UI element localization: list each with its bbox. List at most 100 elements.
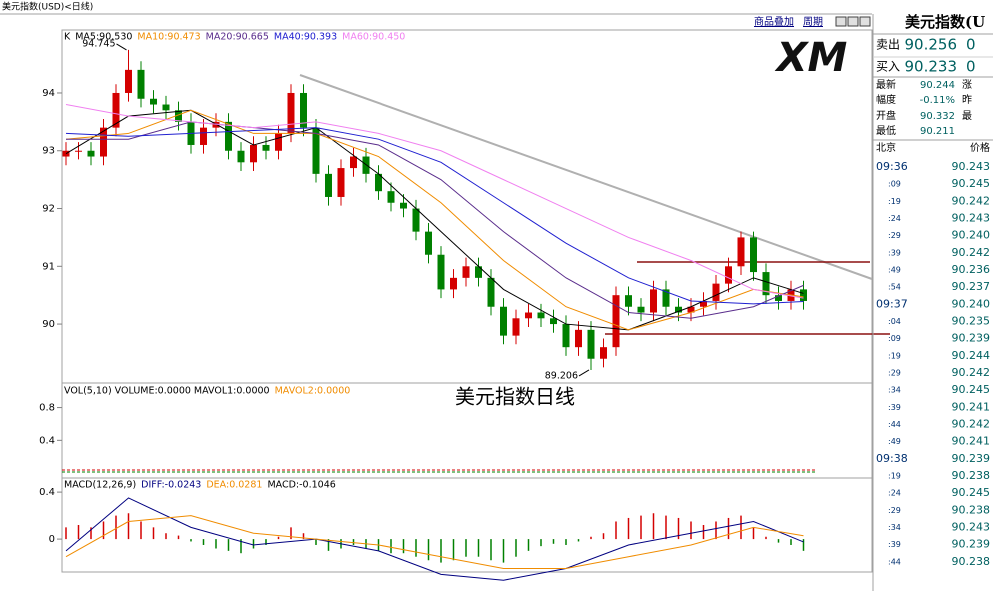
quote-label: 卖出 bbox=[876, 38, 900, 52]
candle-body bbox=[250, 144, 257, 163]
tick-time: :29 bbox=[888, 369, 901, 378]
candle-body bbox=[500, 306, 507, 336]
candle-body bbox=[612, 295, 620, 348]
tick-price: 90.241 bbox=[952, 435, 991, 448]
overlay-link[interactable]: 商品叠加 bbox=[754, 15, 794, 28]
quote-label: 买入 bbox=[876, 60, 900, 74]
y-tick-label: 0.4 bbox=[39, 435, 55, 446]
y-tick-label: 93 bbox=[42, 146, 55, 157]
tick-time: :24 bbox=[888, 489, 901, 498]
candle-body bbox=[537, 312, 545, 319]
candle-body bbox=[287, 92, 295, 134]
tick-price: 90.245 bbox=[952, 383, 991, 396]
price-header: 价格 bbox=[970, 141, 990, 154]
tick-time: :44 bbox=[888, 420, 901, 429]
annotation: 89.206 bbox=[545, 370, 578, 381]
tick-price: 90.235 bbox=[952, 315, 991, 328]
quote-value: -0.11% bbox=[920, 95, 955, 106]
tick-price: 90.242 bbox=[952, 194, 991, 207]
tick-price: 90.236 bbox=[952, 263, 991, 276]
candle-body bbox=[337, 168, 345, 197]
tick-time: :34 bbox=[888, 386, 901, 395]
candle-body bbox=[237, 150, 245, 163]
tick-time: :49 bbox=[888, 437, 901, 446]
quote-value: 90.233 bbox=[905, 58, 958, 76]
candle-body bbox=[162, 104, 170, 111]
tick-price: 90.242 bbox=[952, 366, 991, 379]
tick-time: :39 bbox=[888, 540, 901, 549]
legend-entry: MAVOL2:0.0000 bbox=[275, 386, 351, 397]
legend-entry: MA10:90.473 bbox=[137, 32, 200, 43]
candle-body bbox=[75, 150, 82, 152]
macd-line bbox=[65, 515, 804, 569]
candle-body bbox=[600, 347, 607, 359]
candle-body bbox=[300, 92, 307, 128]
y-tick-label: 0 bbox=[49, 534, 55, 545]
candle-body bbox=[262, 144, 270, 151]
candle-body bbox=[750, 237, 757, 273]
candle-body bbox=[662, 289, 670, 307]
button[interactable] bbox=[859, 16, 871, 27]
tick-price: 90.243 bbox=[952, 521, 991, 534]
legend-entry: VOL(5,10) VOLUME:0.0000 MAVOL1:0.0000 bbox=[64, 386, 270, 397]
candle-body bbox=[700, 300, 707, 307]
tick-price: 90.241 bbox=[952, 400, 991, 413]
tick-time: :34 bbox=[888, 523, 901, 532]
tick-time: 09:36 bbox=[876, 160, 908, 173]
window-title: 美元指数(USD)<日线) bbox=[2, 1, 93, 13]
y-tick-label: 90 bbox=[42, 319, 55, 330]
quote-value: 90.332 bbox=[920, 111, 955, 122]
tick-price: 90.237 bbox=[952, 280, 991, 293]
period-link[interactable]: 周期 bbox=[803, 16, 823, 28]
candle-body bbox=[125, 69, 132, 93]
tick-price: 90.238 bbox=[952, 555, 991, 568]
quote-value: 90.211 bbox=[920, 126, 955, 137]
candle-body bbox=[350, 156, 357, 169]
tick-time: :49 bbox=[888, 266, 901, 275]
tick-price: 90.245 bbox=[952, 177, 991, 190]
logo: XM bbox=[765, 35, 860, 81]
candle-body bbox=[325, 173, 332, 197]
candle-body bbox=[375, 173, 382, 192]
annotation-arrow bbox=[116, 43, 127, 51]
candle-body bbox=[87, 150, 95, 157]
ma-line bbox=[65, 127, 804, 305]
tick-time: 09:37 bbox=[876, 297, 908, 310]
tick-price: 90.238 bbox=[952, 469, 991, 482]
candle-body bbox=[175, 110, 182, 122]
tick-time: :39 bbox=[888, 248, 901, 257]
time-header: 北京 bbox=[876, 141, 896, 154]
legend-entry: K bbox=[64, 32, 71, 43]
y-tick-label: 0.4 bbox=[39, 487, 55, 498]
legend-entry: MA40:90.393 bbox=[274, 32, 337, 43]
tick-time: :54 bbox=[888, 283, 901, 292]
candle-body bbox=[100, 127, 107, 157]
candle-body bbox=[737, 237, 745, 267]
candle-body bbox=[200, 127, 207, 145]
button[interactable] bbox=[847, 16, 859, 27]
candle-body bbox=[650, 289, 657, 313]
quote-extra: 涨 bbox=[962, 79, 972, 91]
candle-body bbox=[762, 272, 770, 296]
tick-price: 90.242 bbox=[952, 418, 991, 431]
candle-body bbox=[137, 69, 145, 99]
legend-entry: MA20:90.665 bbox=[206, 32, 269, 43]
button[interactable] bbox=[835, 16, 847, 27]
tick-price: 90.239 bbox=[952, 452, 991, 465]
quote-label: 开盘 bbox=[876, 109, 896, 122]
legend-entry: DIFF:-0.0243 bbox=[141, 480, 201, 491]
window-buttons[interactable] bbox=[835, 16, 871, 27]
quote-title: 美元指数(U bbox=[905, 13, 985, 31]
chart-title: 美元指数日线 bbox=[455, 385, 575, 409]
candle-body bbox=[512, 318, 520, 336]
annotation-arrow bbox=[578, 369, 590, 377]
candle-body bbox=[387, 191, 395, 203]
tick-time: :24 bbox=[888, 214, 901, 223]
candle-body bbox=[525, 312, 532, 319]
legend-entry: MA60:90.450 bbox=[342, 32, 405, 43]
candle-body bbox=[275, 133, 282, 151]
candle-body bbox=[625, 295, 632, 307]
tick-time: :39 bbox=[888, 403, 901, 412]
y-tick-label: 94 bbox=[42, 88, 55, 99]
